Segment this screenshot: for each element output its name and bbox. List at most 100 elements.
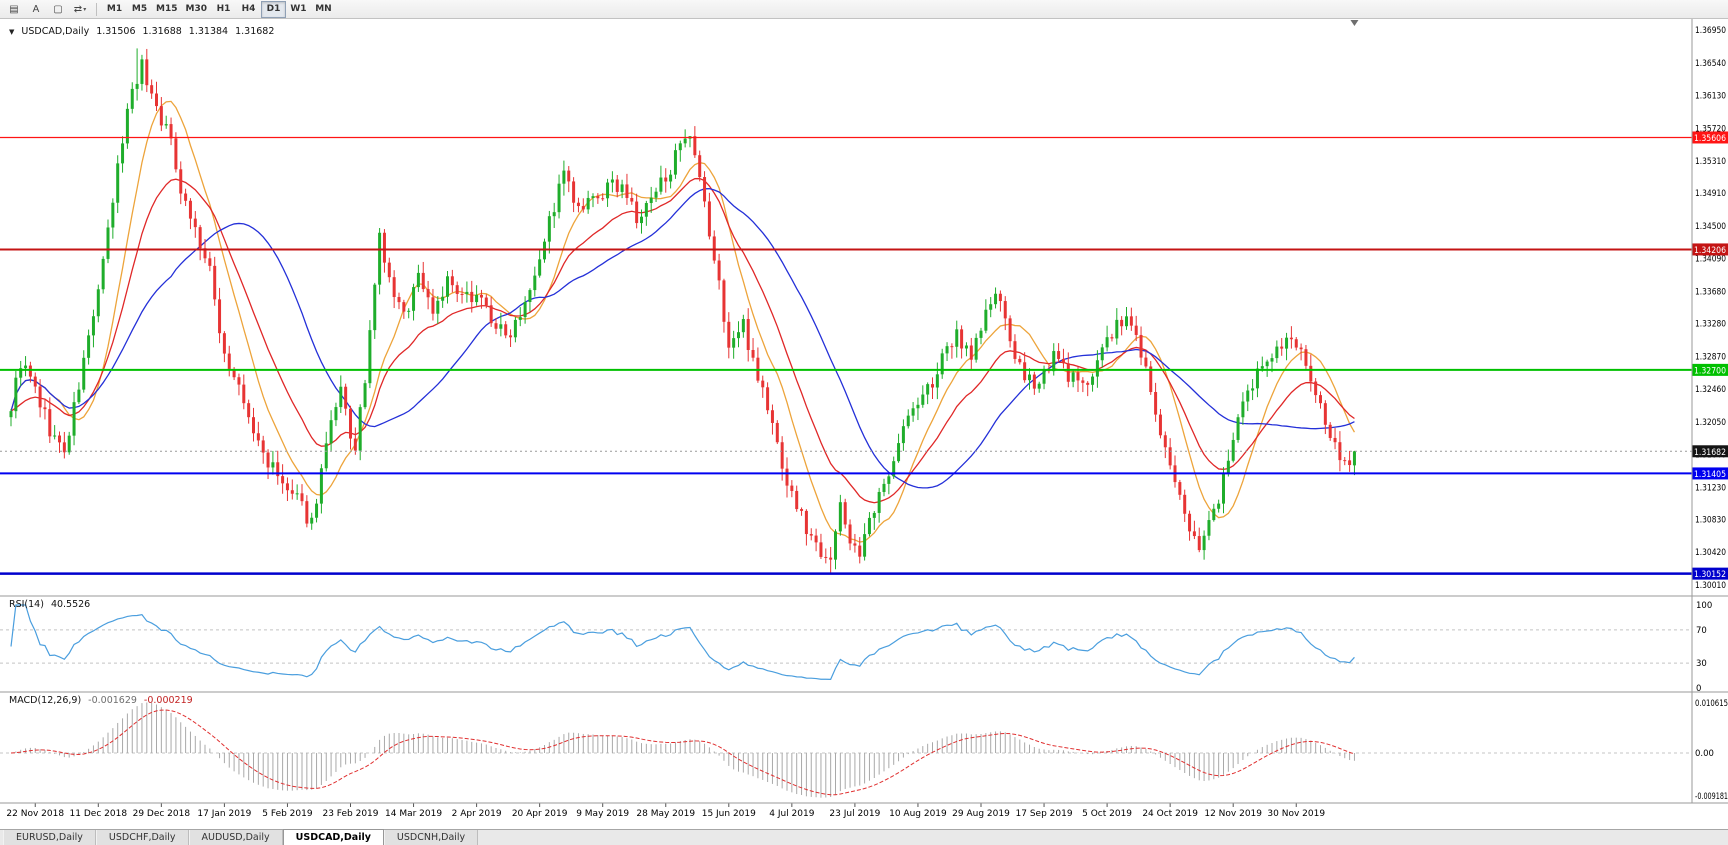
candle xyxy=(916,404,920,409)
price-badge-label: 1.34206 xyxy=(1694,246,1726,256)
candle xyxy=(848,524,852,544)
candle xyxy=(470,291,474,303)
candle xyxy=(562,170,566,184)
candle xyxy=(931,384,934,388)
date-tick: 30 Nov 2019 xyxy=(1267,809,1325,819)
timeframe-d1[interactable]: D1 xyxy=(260,0,286,18)
candle xyxy=(266,452,270,468)
time-axis[interactable]: 22 Nov 2018 11 Dec 2018 29 Dec 2018 17 Jan … xyxy=(6,803,1325,819)
candle xyxy=(620,184,624,192)
rsi-panel[interactable] xyxy=(0,604,1692,680)
timeframe-h1[interactable]: H1 xyxy=(211,1,236,18)
candle xyxy=(1314,381,1318,396)
candle xyxy=(1076,372,1080,381)
candle xyxy=(455,285,459,294)
chart-list-icon[interactable]: ▤ xyxy=(3,1,25,18)
candle xyxy=(800,509,804,511)
price-panel[interactable] xyxy=(0,48,1692,575)
candle xyxy=(1236,417,1240,440)
timeframe-h4[interactable]: H4 xyxy=(236,1,261,18)
candle xyxy=(635,201,639,224)
timeframe-w1[interactable]: W1 xyxy=(286,1,311,18)
tab-eurusd-daily[interactable]: EURUSD,Daily xyxy=(3,830,96,845)
text-tool-icon[interactable]: A xyxy=(25,1,47,18)
candle xyxy=(858,545,862,557)
tab-usdcnh-daily[interactable]: USDCNH,Daily xyxy=(383,830,479,845)
dropdown-caret-icon: ▾ xyxy=(83,6,87,13)
candle xyxy=(732,338,736,348)
price-scale[interactable]: 1.36950 1.36540 1.36130 1.35720 1.35310 1.349… xyxy=(1692,26,1728,802)
candle xyxy=(319,468,323,504)
chart-canvas[interactable]: 1.36950 1.36540 1.36130 1.35720 1.35310 1.349… xyxy=(0,19,1728,829)
rsi-tick: 100 xyxy=(1696,601,1712,611)
candle xyxy=(159,106,163,126)
candle xyxy=(877,491,881,513)
candle xyxy=(164,124,168,126)
candle xyxy=(795,490,799,510)
candle xyxy=(1110,337,1114,339)
candle xyxy=(989,304,993,310)
candle xyxy=(664,177,668,182)
candle xyxy=(576,202,580,207)
tab-usdchf-daily[interactable]: USDCHF,Daily xyxy=(95,830,189,845)
timeframe-m1[interactable]: M1 xyxy=(102,1,127,18)
candle xyxy=(1178,482,1182,495)
candle xyxy=(960,329,964,349)
candle xyxy=(387,262,391,278)
candle xyxy=(829,557,833,560)
candle xyxy=(378,232,382,285)
timeframe-m30[interactable]: M30 xyxy=(181,1,210,18)
candle xyxy=(1352,451,1356,466)
candle xyxy=(737,332,740,339)
candle xyxy=(402,302,406,312)
candle xyxy=(310,517,314,524)
candle xyxy=(1086,382,1090,385)
rsi-tick: 30 xyxy=(1696,659,1707,669)
tab-usdcad-daily[interactable]: USDCAD,Daily xyxy=(282,829,384,845)
candle xyxy=(1241,401,1245,418)
candle xyxy=(994,293,998,305)
candle xyxy=(295,493,299,495)
candle xyxy=(1008,318,1012,342)
candle xyxy=(1115,319,1119,339)
candle xyxy=(1323,403,1327,425)
candle xyxy=(53,435,57,437)
candle xyxy=(785,468,789,486)
candle xyxy=(533,275,537,291)
candle xyxy=(1255,368,1259,389)
candle xyxy=(1348,460,1352,466)
macd-panel[interactable] xyxy=(0,702,1692,798)
candle xyxy=(717,260,721,281)
candle xyxy=(87,335,91,358)
candle xyxy=(581,206,585,210)
candle xyxy=(596,196,600,199)
candle xyxy=(615,179,619,192)
candle xyxy=(1023,362,1027,381)
candle xyxy=(610,179,614,183)
timeframe-m5[interactable]: M5 xyxy=(127,1,152,18)
candle xyxy=(901,426,905,444)
candle xyxy=(1066,363,1070,382)
candle xyxy=(1100,347,1104,361)
candle xyxy=(1197,536,1201,551)
candle xyxy=(625,184,629,198)
candle xyxy=(790,485,794,491)
candle xyxy=(218,299,222,334)
candle xyxy=(504,324,508,336)
candle xyxy=(135,83,139,89)
arrows-tool-dropdown[interactable]: ⇄ ▾ xyxy=(69,1,91,18)
candle xyxy=(1265,361,1269,367)
candle xyxy=(285,483,289,491)
candle xyxy=(843,502,847,525)
candle xyxy=(130,88,134,109)
price-tick: 1.34910 xyxy=(1695,189,1726,199)
candle xyxy=(955,329,959,347)
timeframe-mn[interactable]: MN xyxy=(311,1,336,18)
candle xyxy=(984,309,988,331)
timeframe-m15[interactable]: M15 xyxy=(152,1,181,18)
tab-audusd-daily[interactable]: AUDUSD,Daily xyxy=(188,830,283,845)
frame-tool-icon[interactable]: ▢ xyxy=(47,1,69,18)
toolbar: ▤ A ▢ ⇄ ▾ M1 M5 M15 M30 H1 H4 D1 W1 MN xyxy=(0,0,1728,19)
shift-marker-icon[interactable] xyxy=(1350,20,1359,26)
